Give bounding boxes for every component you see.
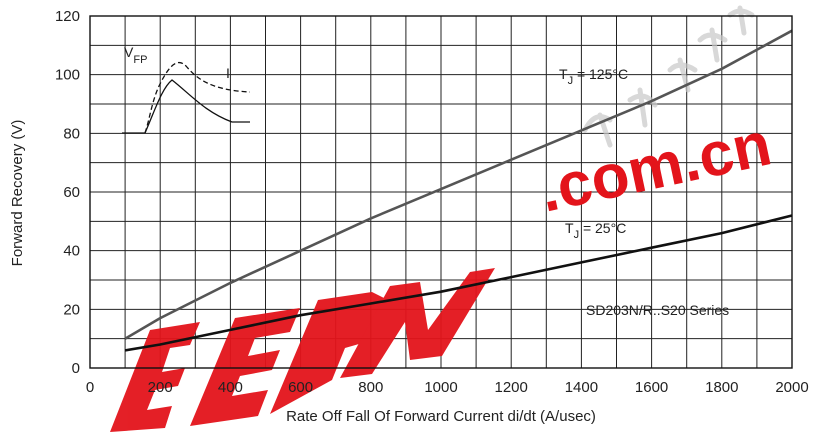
inset-current-label: I [226, 65, 230, 81]
y-tick-label: 100 [55, 67, 80, 84]
axes: 0 200 400 600 800 1000 1200 1400 1600 1800 2000 0 20… [55, 8, 809, 396]
inset-vfp-label: VFP [124, 44, 147, 66]
x-tick-label: 2000 [775, 379, 808, 396]
plot-frame [89, 15, 793, 369]
inset-current-curve [122, 79, 250, 134]
series-line-125c [124, 29, 793, 340]
x-tick-label: 400 [218, 379, 243, 396]
x-tick-label: 1200 [495, 379, 528, 396]
y-tick-label: 40 [63, 243, 80, 260]
series-model-label: SD203N/R..S20 Series [586, 302, 729, 318]
inset-voltage-curve [144, 61, 251, 134]
x-tick-label: 1600 [635, 379, 668, 396]
y-tick-label: 120 [55, 8, 80, 25]
series-group [124, 29, 793, 352]
y-axis-label: Forward Recovery (V) [9, 120, 26, 267]
series-label-25: TJ = 25°C [565, 220, 626, 241]
series-line-25c [124, 214, 793, 352]
y-tick-label: 0 [72, 360, 80, 377]
inset-waveform: VFP I [122, 44, 251, 134]
watermark-text: .com.cn [534, 109, 778, 225]
y-tick-label: 20 [63, 301, 80, 318]
y-tick-label: 80 [63, 125, 80, 142]
x-axis-label: Rate Off Fall Of Forward Current di/dt (… [286, 408, 596, 425]
annotations: TJ = 125°C TJ = 25°C SD203N/R..S20 Serie… [559, 66, 729, 318]
y-tick-label: 60 [63, 184, 80, 201]
x-tick-label: 200 [148, 379, 173, 396]
x-tick-label: 0 [86, 379, 94, 396]
x-tick-label: 1800 [705, 379, 738, 396]
x-tick-label: 1400 [565, 379, 598, 396]
x-tick-label: 1000 [424, 379, 457, 396]
eepw-logo [110, 268, 495, 432]
x-tick-label: 800 [358, 379, 383, 396]
series-label-125: TJ = 125°C [559, 66, 628, 87]
x-tick-label: 600 [288, 379, 313, 396]
